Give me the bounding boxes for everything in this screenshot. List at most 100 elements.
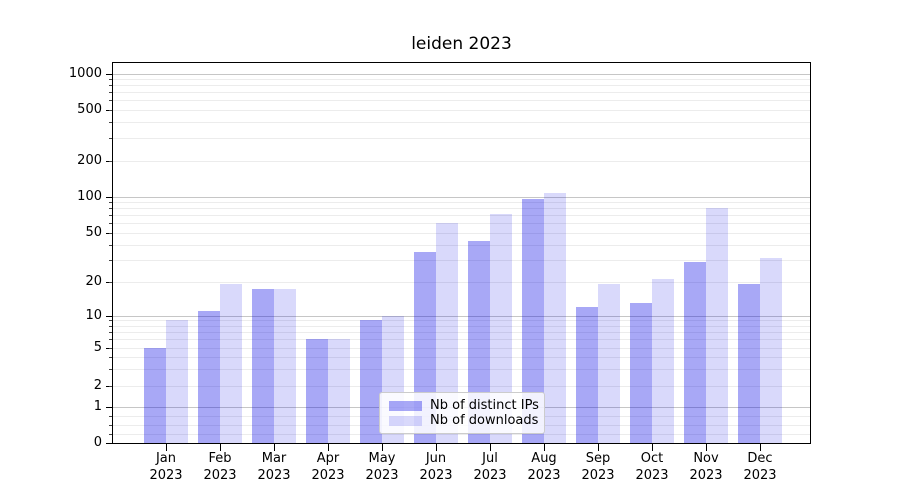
bar-distinct-ips	[198, 310, 220, 443]
y-axis-tick	[106, 406, 113, 408]
y-axis-minor-tick	[109, 99, 113, 101]
y-gridline-minor	[113, 339, 810, 340]
y-axis-minor-tick	[109, 281, 113, 283]
y-gridline-minor	[113, 332, 810, 333]
y-axis-minor-tick	[109, 433, 113, 435]
x-axis-tick-label: Jul 2023	[460, 450, 520, 484]
x-axis-year-label: 2023	[419, 468, 453, 483]
y-axis-minor-tick	[109, 214, 113, 216]
y-gridline-minor	[113, 386, 810, 387]
bar-downloads	[760, 258, 782, 443]
y-axis-tick-label: 0	[93, 435, 102, 450]
x-axis-tick	[544, 444, 545, 451]
y-axis-minor-tick	[109, 78, 113, 80]
legend-item-downloads: Nb of downloads	[389, 413, 538, 428]
x-axis-tick-label: Aug 2023	[514, 450, 574, 484]
y-gridline-minor	[113, 215, 810, 216]
y-gridline-minor	[113, 223, 810, 224]
y-gridline-minor	[113, 369, 810, 370]
y-axis-tick-label: 500	[77, 102, 102, 117]
y-axis-minor-tick	[109, 347, 113, 349]
y-axis-tick-label: 1000	[68, 66, 102, 81]
x-axis-month-label: Sep	[585, 451, 611, 466]
x-axis-year-label: 2023	[365, 468, 399, 483]
x-axis-year-label: 2023	[635, 468, 669, 483]
y-axis-tick	[106, 315, 113, 317]
y-gridline-minor	[113, 161, 810, 162]
y-axis-tick-label: 100	[77, 189, 102, 204]
y-gridline-minor	[113, 92, 810, 93]
y-gridline-minor	[113, 260, 810, 261]
y-gridline-minor	[113, 85, 810, 86]
x-axis-year-label: 2023	[473, 468, 507, 483]
x-axis-tick	[706, 444, 707, 451]
x-axis-month-label: Jun	[425, 451, 447, 466]
y-gridline-minor	[113, 202, 810, 203]
x-axis-year-label: 2023	[581, 468, 615, 483]
y-axis-minor-tick	[109, 424, 113, 426]
y-axis-minor-tick	[109, 325, 113, 327]
bar-distinct-ips	[306, 339, 328, 443]
bar-downloads	[166, 320, 188, 443]
y-axis-minor-tick	[109, 109, 113, 111]
x-axis-month-label: Dec	[747, 451, 773, 466]
x-axis-tick-label: Oct 2023	[622, 450, 682, 484]
bar-distinct-ips	[522, 199, 544, 443]
y-axis-minor-tick	[109, 232, 113, 234]
y-gridline-minor	[113, 79, 810, 80]
x-axis-month-label: Apr	[316, 451, 340, 466]
x-axis-month-label: Oct	[640, 451, 664, 466]
y-gridline-minor	[113, 357, 810, 358]
y-gridline-minor	[113, 110, 810, 111]
x-axis-year-label: 2023	[689, 468, 723, 483]
x-axis-year-label: 2023	[149, 468, 183, 483]
x-axis-year-label: 2023	[527, 468, 561, 483]
x-axis-month-label: Nov	[693, 451, 719, 466]
x-axis-tick-label: Sep 2023	[568, 450, 628, 484]
bar-downloads	[490, 213, 512, 443]
y-axis-minor-tick	[109, 91, 113, 93]
y-gridline-major	[113, 74, 810, 75]
x-axis-year-label: 2023	[743, 468, 777, 483]
chart-title: leiden 2023	[411, 34, 512, 54]
x-axis-tick-label: Nov 2023	[676, 450, 736, 484]
x-axis-tick-label: May 2023	[352, 450, 412, 484]
x-axis-month-label: Feb	[208, 451, 232, 466]
x-axis-tick	[166, 444, 167, 451]
bar-downloads	[220, 284, 242, 443]
y-axis-minor-tick	[109, 319, 113, 321]
y-gridline-minor	[113, 233, 810, 234]
x-axis-tick	[652, 444, 653, 451]
bar-downloads	[436, 223, 458, 443]
y-axis-minor-tick	[109, 259, 113, 261]
x-axis-tick	[382, 444, 383, 451]
y-gridline-minor	[113, 348, 810, 349]
y-gridline-minor	[113, 208, 810, 209]
y-axis-minor-tick	[109, 385, 113, 387]
x-axis-tick	[274, 444, 275, 451]
y-gridline-minor	[113, 320, 810, 321]
x-axis-tick-label: Dec 2023	[730, 450, 790, 484]
y-axis-tick-label: 2	[93, 378, 102, 393]
x-axis-tick-label: Jan 2023	[136, 450, 196, 484]
y-axis-tick-label: 5	[93, 340, 102, 355]
x-axis-tick-label: Apr 2023	[298, 450, 358, 484]
y-gridline-minor	[113, 326, 810, 327]
y-gridline-minor	[113, 282, 810, 283]
x-axis-tick	[328, 444, 329, 451]
y-axis-minor-tick	[109, 338, 113, 340]
x-axis-month-label: Aug	[531, 451, 557, 466]
y-gridline-minor	[113, 100, 810, 101]
x-axis-year-label: 2023	[257, 468, 291, 483]
y-axis-minor-tick	[109, 222, 113, 224]
x-axis-tick-label: Feb 2023	[190, 450, 250, 484]
y-axis-minor-tick	[109, 356, 113, 358]
bar-downloads	[706, 208, 728, 443]
y-axis-tick	[106, 73, 113, 75]
y-axis-tick-label: 1	[93, 399, 102, 414]
y-axis-tick	[106, 196, 113, 198]
y-axis-minor-tick	[109, 368, 113, 370]
y-axis-tick-label: 200	[77, 153, 102, 168]
y-axis-minor-tick	[109, 201, 113, 203]
